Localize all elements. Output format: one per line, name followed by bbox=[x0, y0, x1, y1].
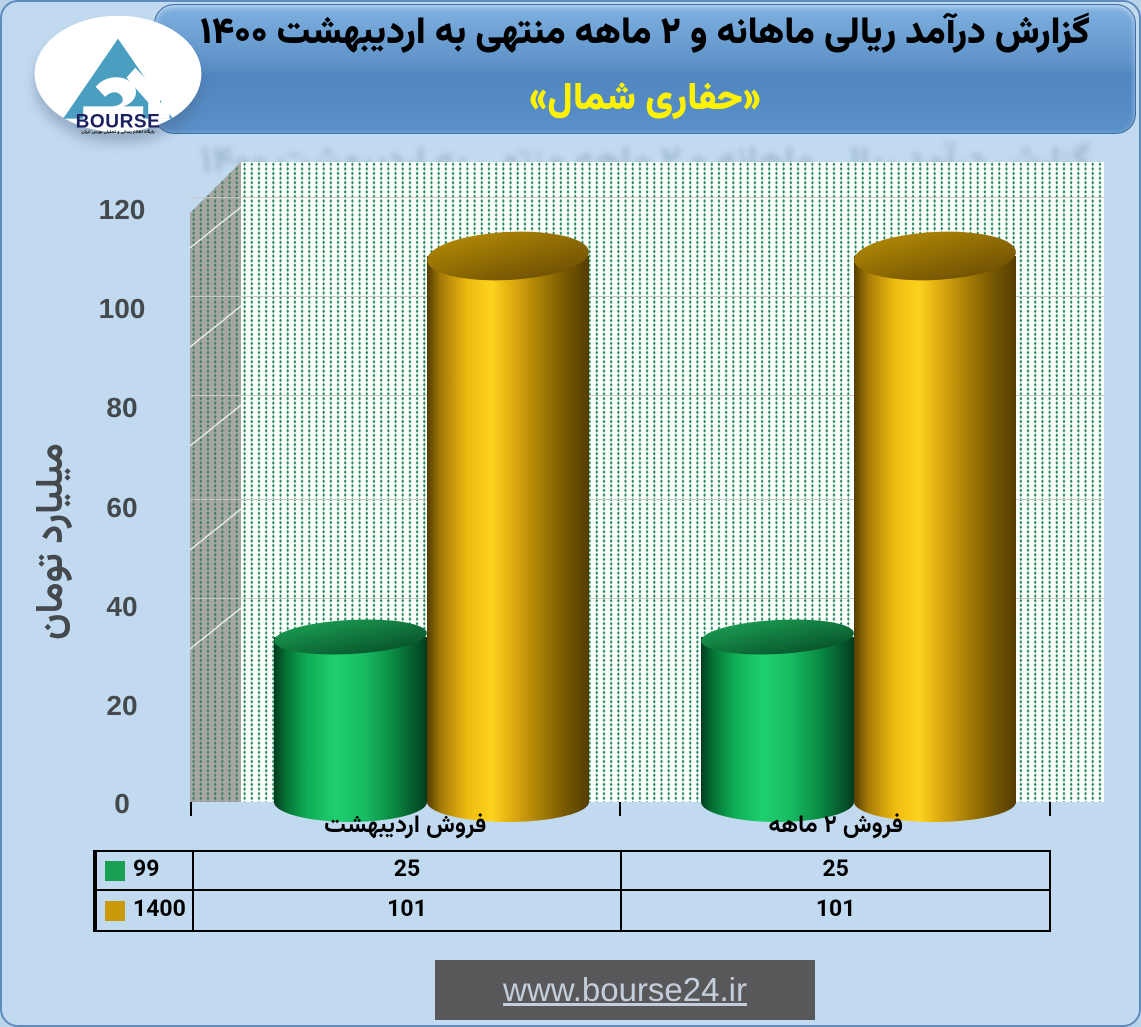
svg-text:پایگاه اطلاع رسانی و تحلیلی بو: پایگاه اطلاع رسانی و تحلیلی بورس ایران bbox=[81, 128, 155, 134]
